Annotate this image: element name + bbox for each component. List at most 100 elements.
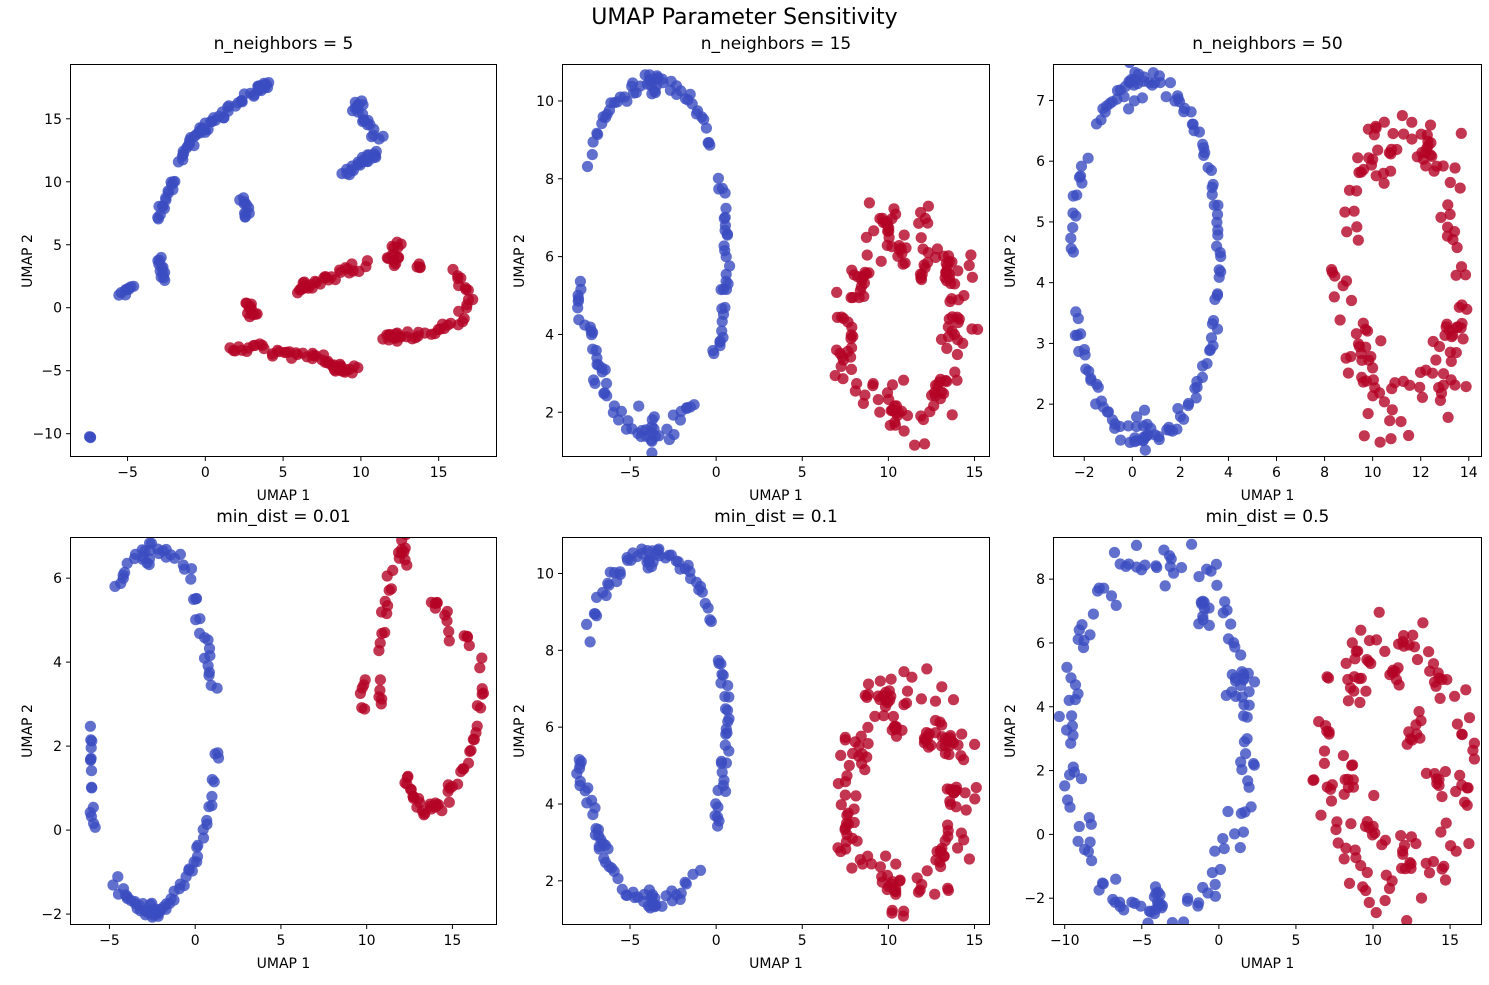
svg-text:15: 15 [44,112,62,128]
svg-text:10: 10 [358,933,376,949]
svg-text:10: 10 [1364,465,1382,481]
x-axis-label: UMAP 1 [749,956,803,972]
scatter-axes: −5 0 5 10 15 −10 −5 0 5 10 15 [32,64,497,481]
subplot-n-neighbors-15: n_neighbors = 15 UMAP 2 −5 0 5 10 15 2 4 6 8 10 U… [512,34,990,504]
svg-text:−5: −5 [99,933,120,949]
svg-text:5: 5 [279,465,288,481]
svg-text:12: 12 [1412,465,1430,481]
svg-text:5: 5 [798,465,807,481]
subplot-title: min_dist = 0.1 [714,507,838,527]
subplot-min-dist-0.01: min_dist = 0.01 UMAP 2 −5 0 5 10 15 −2 0 2 4 6 UM… [20,507,497,972]
svg-text:2: 2 [53,739,62,755]
svg-text:8: 8 [1036,572,1045,588]
scatter-axes: −5 0 5 10 15 2 4 6 8 10 [536,537,990,949]
svg-text:15: 15 [1441,933,1459,949]
svg-text:10: 10 [536,566,554,582]
subplot-title: n_neighbors = 5 [213,34,354,54]
svg-text:8: 8 [545,643,554,659]
svg-text:−5: −5 [117,465,138,481]
scatter-axes: −5 0 5 10 15 2 4 6 8 10 [536,64,990,481]
svg-text:8: 8 [545,172,554,188]
svg-text:15: 15 [966,465,984,481]
svg-text:5: 5 [1291,933,1300,949]
svg-text:0: 0 [712,933,721,949]
svg-text:6: 6 [545,250,554,266]
svg-text:0: 0 [191,933,200,949]
svg-text:15: 15 [443,933,461,949]
svg-text:−10: −10 [1050,933,1080,949]
svg-text:5: 5 [798,933,807,949]
svg-text:15: 15 [430,465,448,481]
svg-text:4: 4 [545,797,554,813]
svg-text:6: 6 [53,571,62,587]
svg-text:10: 10 [879,465,897,481]
figure-title: UMAP Parameter Sensitivity [591,5,898,30]
svg-text:14: 14 [1460,465,1478,481]
svg-text:6: 6 [545,720,554,736]
subplot-title: min_dist = 0.5 [1205,507,1330,527]
svg-text:10: 10 [352,465,370,481]
y-axis-label: UMAP 2 [20,233,36,288]
x-axis-label: UMAP 1 [1240,956,1295,972]
svg-text:−5: −5 [620,933,641,949]
svg-text:6: 6 [1036,636,1045,652]
svg-text:10: 10 [536,94,554,110]
y-axis-label: UMAP 2 [512,704,528,758]
svg-text:5: 5 [276,933,285,949]
svg-text:10: 10 [44,175,62,191]
svg-text:−5: −5 [41,364,62,380]
svg-text:0: 0 [53,301,62,317]
svg-text:2: 2 [1036,397,1045,413]
svg-text:4: 4 [1036,700,1045,716]
svg-text:−2: −2 [1074,465,1095,481]
svg-text:−2: −2 [1024,891,1045,907]
svg-text:15: 15 [966,933,984,949]
svg-text:5: 5 [53,238,62,254]
subplot-title: n_neighbors = 15 [700,34,852,54]
svg-text:10: 10 [879,933,897,949]
svg-text:−10: −10 [32,427,62,443]
svg-text:4: 4 [545,327,554,343]
subplot-title: n_neighbors = 50 [1192,34,1343,54]
x-axis-label: UMAP 1 [1240,488,1295,504]
subplot-title: min_dist = 0.01 [216,507,351,527]
y-axis-label: UMAP 2 [1003,704,1019,758]
y-axis-label: UMAP 2 [1003,233,1019,288]
svg-text:3: 3 [1036,336,1045,352]
svg-text:0: 0 [1214,933,1223,949]
svg-text:6: 6 [1036,154,1045,170]
x-axis-label: UMAP 1 [749,488,803,504]
svg-text:4: 4 [53,655,62,671]
subplot-n-neighbors-50: n_neighbors = 50 UMAP 2 −2 0 2 4 6 8 10 12 14 2 3 4… [1003,34,1482,504]
subplot-n-neighbors-5: n_neighbors = 5 UMAP 2 −5 0 5 10 15 −10 −5 0 5 10… [20,34,497,504]
svg-text:−2: −2 [41,907,62,923]
svg-text:8: 8 [1320,465,1329,481]
svg-text:0: 0 [201,465,210,481]
svg-text:5: 5 [1036,215,1045,231]
svg-text:2: 2 [545,405,554,421]
svg-text:7: 7 [1036,93,1045,109]
svg-text:−5: −5 [620,465,641,481]
x-axis-label: UMAP 1 [256,956,311,972]
svg-text:2: 2 [545,874,554,890]
scatter-axes: −10 −5 0 5 10 15 −2 0 2 4 6 8 [1024,537,1482,949]
svg-text:0: 0 [53,823,62,839]
subplot-min-dist-0.5: min_dist = 0.5 UMAP 2 −10 −5 0 5 10 15 −2 0 2 4 6 8… [1003,507,1482,972]
x-axis-label: UMAP 1 [256,488,311,504]
svg-text:6: 6 [1272,465,1281,481]
y-axis-label: UMAP 2 [512,233,528,288]
svg-text:10: 10 [1364,933,1382,949]
svg-text:−5: −5 [1131,933,1152,949]
svg-text:0: 0 [712,465,721,481]
scatter-axes: −5 0 5 10 15 −2 0 2 4 6 [41,537,497,949]
y-axis-label: UMAP 2 [20,704,36,758]
svg-text:4: 4 [1224,465,1233,481]
svg-text:2: 2 [1176,465,1185,481]
svg-text:0: 0 [1128,465,1137,481]
subplot-min-dist-0.1: min_dist = 0.1 UMAP 2 −5 0 5 10 15 2 4 6 8 10 UMA… [512,507,990,972]
scatter-axes: −2 0 2 4 6 8 10 12 14 2 3 4 5 6 7 [1036,64,1482,481]
svg-text:2: 2 [1036,764,1045,780]
svg-text:0: 0 [1036,827,1045,843]
svg-text:4: 4 [1036,276,1045,292]
